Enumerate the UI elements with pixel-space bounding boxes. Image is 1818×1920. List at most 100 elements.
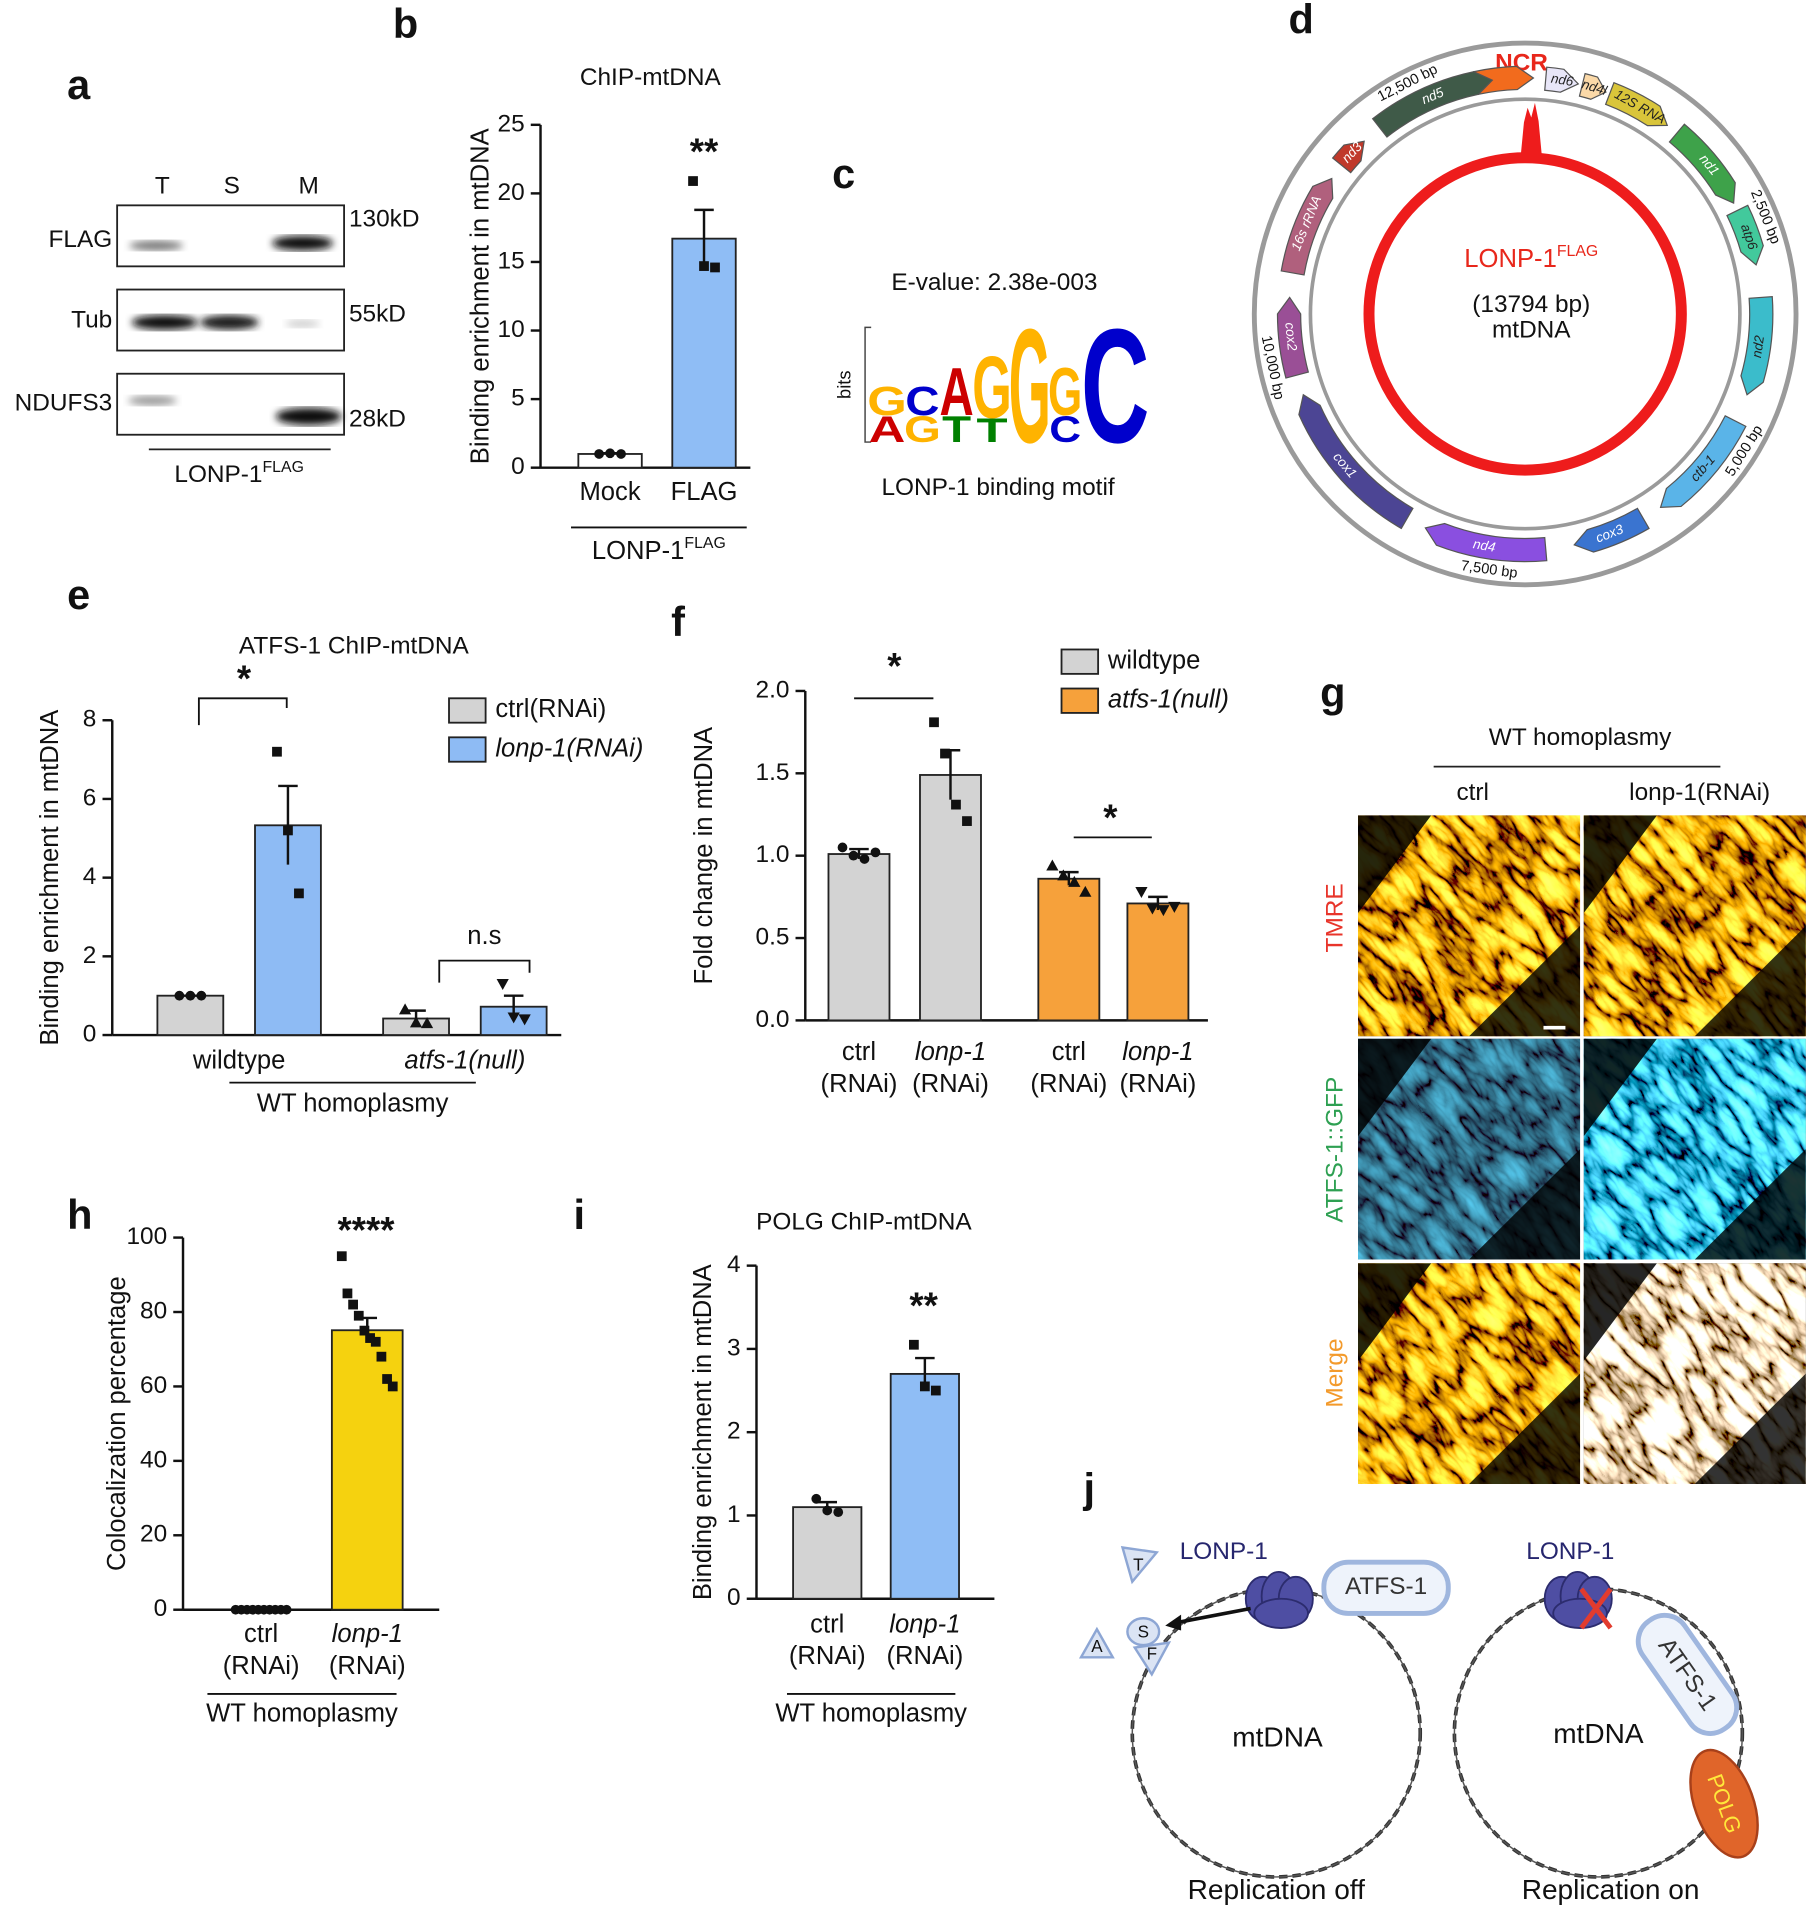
x-tick-label: ctrl — [842, 1038, 876, 1066]
point — [359, 1325, 370, 1336]
legend-label: lonp-1(RNAi) — [495, 734, 643, 762]
point — [919, 1381, 930, 1392]
y-tick-label: 0.5 — [756, 923, 790, 950]
polg-group: POLG — [1689, 1748, 1759, 1859]
x-tick-sublabel: (RNAi) — [223, 1652, 300, 1680]
bar — [1126, 902, 1190, 1022]
fragment — [1132, 1641, 1172, 1677]
outer-ring — [1251, 40, 1799, 588]
e-value: E-value: 2.38e-003 — [891, 269, 1097, 296]
panel-label: e — [67, 571, 90, 618]
point — [365, 1333, 375, 1343]
dark-region — [1469, 925, 1581, 1037]
fragment-label: F — [1147, 1644, 1157, 1663]
inactivation-mark — [1579, 1587, 1613, 1630]
point — [1079, 885, 1092, 897]
significance: * — [887, 646, 902, 687]
point — [342, 1288, 353, 1299]
point — [409, 1016, 423, 1028]
chart-panel: i POLG ChIP-mtDNA Binding enrichment in mt… — [573, 1191, 995, 1727]
micrograph — [1583, 1038, 1806, 1260]
texture-group — [1358, 1038, 1581, 1260]
gene-arc — [1604, 81, 1669, 127]
y-tick-label: 3 — [727, 1334, 741, 1361]
point — [929, 717, 939, 728]
partner-label: ATFS-1 — [1345, 1573, 1427, 1600]
texture — [1358, 815, 1581, 1037]
point — [1135, 887, 1148, 899]
y-tick-label: 80 — [140, 1297, 167, 1324]
size-marker: 55kD — [349, 301, 406, 328]
point — [940, 748, 950, 759]
panel-label: c — [832, 150, 855, 197]
gene-arc — [1573, 507, 1650, 553]
row-label: Tub — [71, 307, 112, 334]
point — [822, 1505, 833, 1516]
fragment-label: S — [1138, 1622, 1149, 1641]
y-tick-label: 0 — [511, 453, 525, 480]
panel-g: g WT homoplasmy ctrl lonp-1(RNAi) TMRE A… — [1320, 669, 1806, 1485]
y-tick-label: 2 — [727, 1418, 741, 1445]
point — [870, 847, 881, 858]
y-tick-label: 4 — [727, 1251, 741, 1278]
point — [699, 261, 709, 271]
y-tick-label: 4 — [83, 863, 97, 890]
gene-arc — [1740, 296, 1774, 396]
texture — [1583, 1038, 1806, 1260]
point — [1057, 869, 1070, 881]
significance-bracket — [197, 697, 288, 726]
bar — [671, 237, 737, 469]
point — [398, 1003, 412, 1015]
x-tick-label: ctrl — [810, 1610, 844, 1638]
group-text: WT homoplasmy — [257, 1089, 449, 1117]
point — [859, 854, 870, 864]
gene-arc — [1276, 296, 1310, 379]
x-tick-sublabel: (RNAi) — [912, 1070, 989, 1098]
point — [348, 1299, 358, 1310]
group-label: WT homoplasmy — [775, 1699, 967, 1727]
bar — [889, 1372, 960, 1600]
point — [353, 1310, 364, 1321]
legend-swatch — [448, 697, 487, 724]
point — [605, 448, 615, 459]
protein-label: LONP-1FLAG — [1464, 243, 1598, 273]
y-tick-label: 1.0 — [756, 841, 790, 868]
x-tick-label: atfs-1(null) — [404, 1047, 525, 1075]
chart-panel: b ChIP-mtDNA Binding enrichment in mtDNA 0 5… — [393, 0, 751, 565]
column-label: ctrl — [1456, 779, 1489, 806]
point — [420, 1017, 434, 1029]
point — [688, 176, 698, 186]
x-tick-sublabel: (RNAi) — [886, 1642, 963, 1670]
gene-arc — [1371, 71, 1494, 138]
column-label: lonp-1(RNAi) — [1629, 779, 1770, 806]
panel-d: d NCR LONP-1FLAG (13794 bp) mtDNA nd6 nd4… — [1251, 0, 1799, 588]
gene-arc — [1578, 72, 1607, 100]
significance-bracket — [438, 959, 531, 983]
fragment-label: T — [1133, 1555, 1144, 1574]
row-label: ATFS-1::GFP — [1322, 1077, 1349, 1223]
significance: ** — [909, 1285, 938, 1326]
panel-label: a — [67, 61, 91, 108]
significance: ** — [690, 131, 719, 172]
chip-peak — [1520, 102, 1543, 161]
panel-label: i — [573, 1191, 585, 1238]
logo-letter: G — [972, 339, 1012, 437]
gene-arc — [1280, 177, 1334, 276]
significance: **** — [338, 1209, 396, 1250]
x-tick-label: FLAG — [671, 478, 738, 506]
dark-region — [1358, 1263, 1432, 1361]
point — [336, 1251, 347, 1262]
caption: Replication on — [1522, 1874, 1700, 1905]
point — [710, 262, 720, 273]
lonp-complex — [1543, 1570, 1613, 1629]
x-tick-label: wildtype — [192, 1047, 286, 1075]
point — [507, 1012, 520, 1024]
row-label: Merge — [1322, 1338, 1349, 1407]
dark-region — [1583, 1263, 1657, 1361]
atfs-pill-group: ATFS-1 — [1635, 1612, 1740, 1736]
point — [272, 746, 282, 757]
logo-letter: A — [939, 355, 973, 430]
image-title: WT homoplasmy — [1489, 724, 1672, 751]
y-tick-label: 1.5 — [756, 759, 790, 786]
size-marker: 130kD — [349, 205, 420, 232]
